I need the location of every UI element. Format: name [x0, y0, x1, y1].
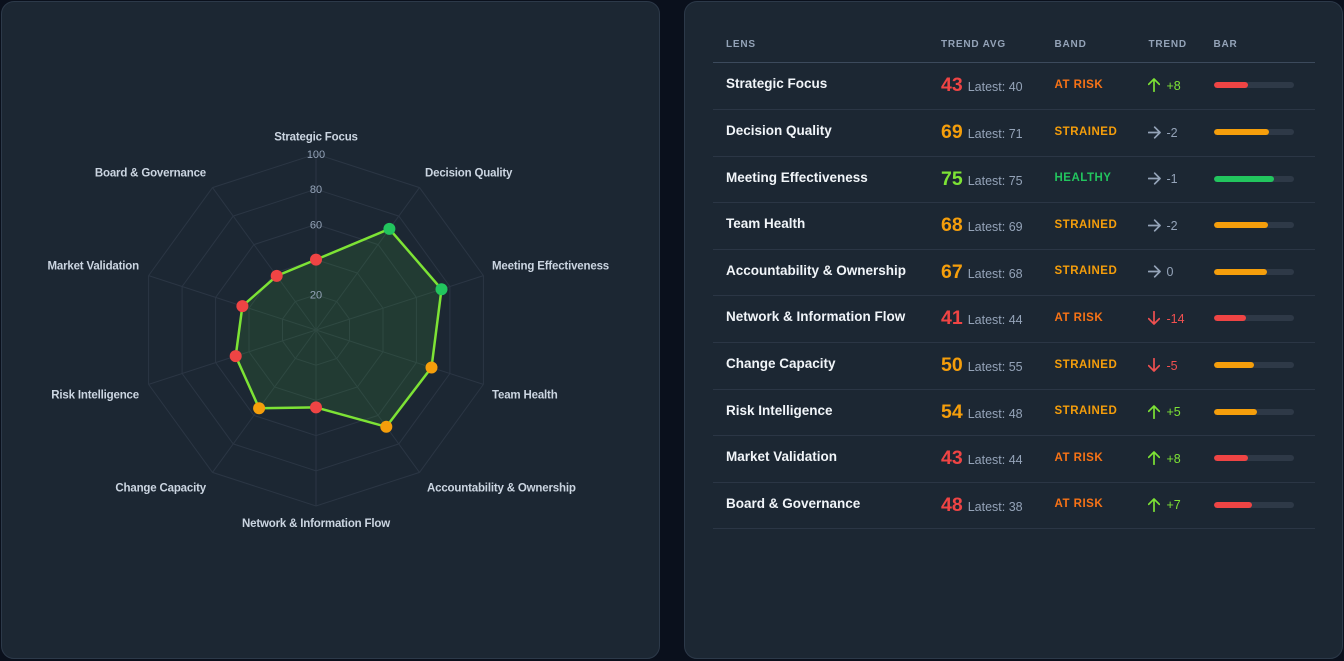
svg-text:Accountability & Ownership: Accountability & Ownership: [427, 483, 576, 495]
svg-text:Risk Intelligence: Risk Intelligence: [51, 390, 139, 402]
svg-text:80: 80: [310, 184, 322, 196]
svg-text:20: 20: [310, 290, 322, 302]
svg-text:Board & Governance: Board & Governance: [95, 168, 206, 180]
svg-text:Market Validation: Market Validation: [47, 261, 139, 273]
svg-text:Team Health: Team Health: [492, 390, 558, 402]
svg-text:Strategic Focus: Strategic Focus: [274, 132, 358, 144]
svg-text:100: 100: [307, 149, 325, 161]
svg-text:Change Capacity: Change Capacity: [115, 483, 206, 495]
svg-text:Network & Information Flow: Network & Information Flow: [242, 518, 390, 530]
svg-text:Decision Quality: Decision Quality: [425, 168, 513, 180]
svg-text:Meeting Effectiveness: Meeting Effectiveness: [492, 261, 609, 273]
svg-text:60: 60: [310, 219, 322, 231]
